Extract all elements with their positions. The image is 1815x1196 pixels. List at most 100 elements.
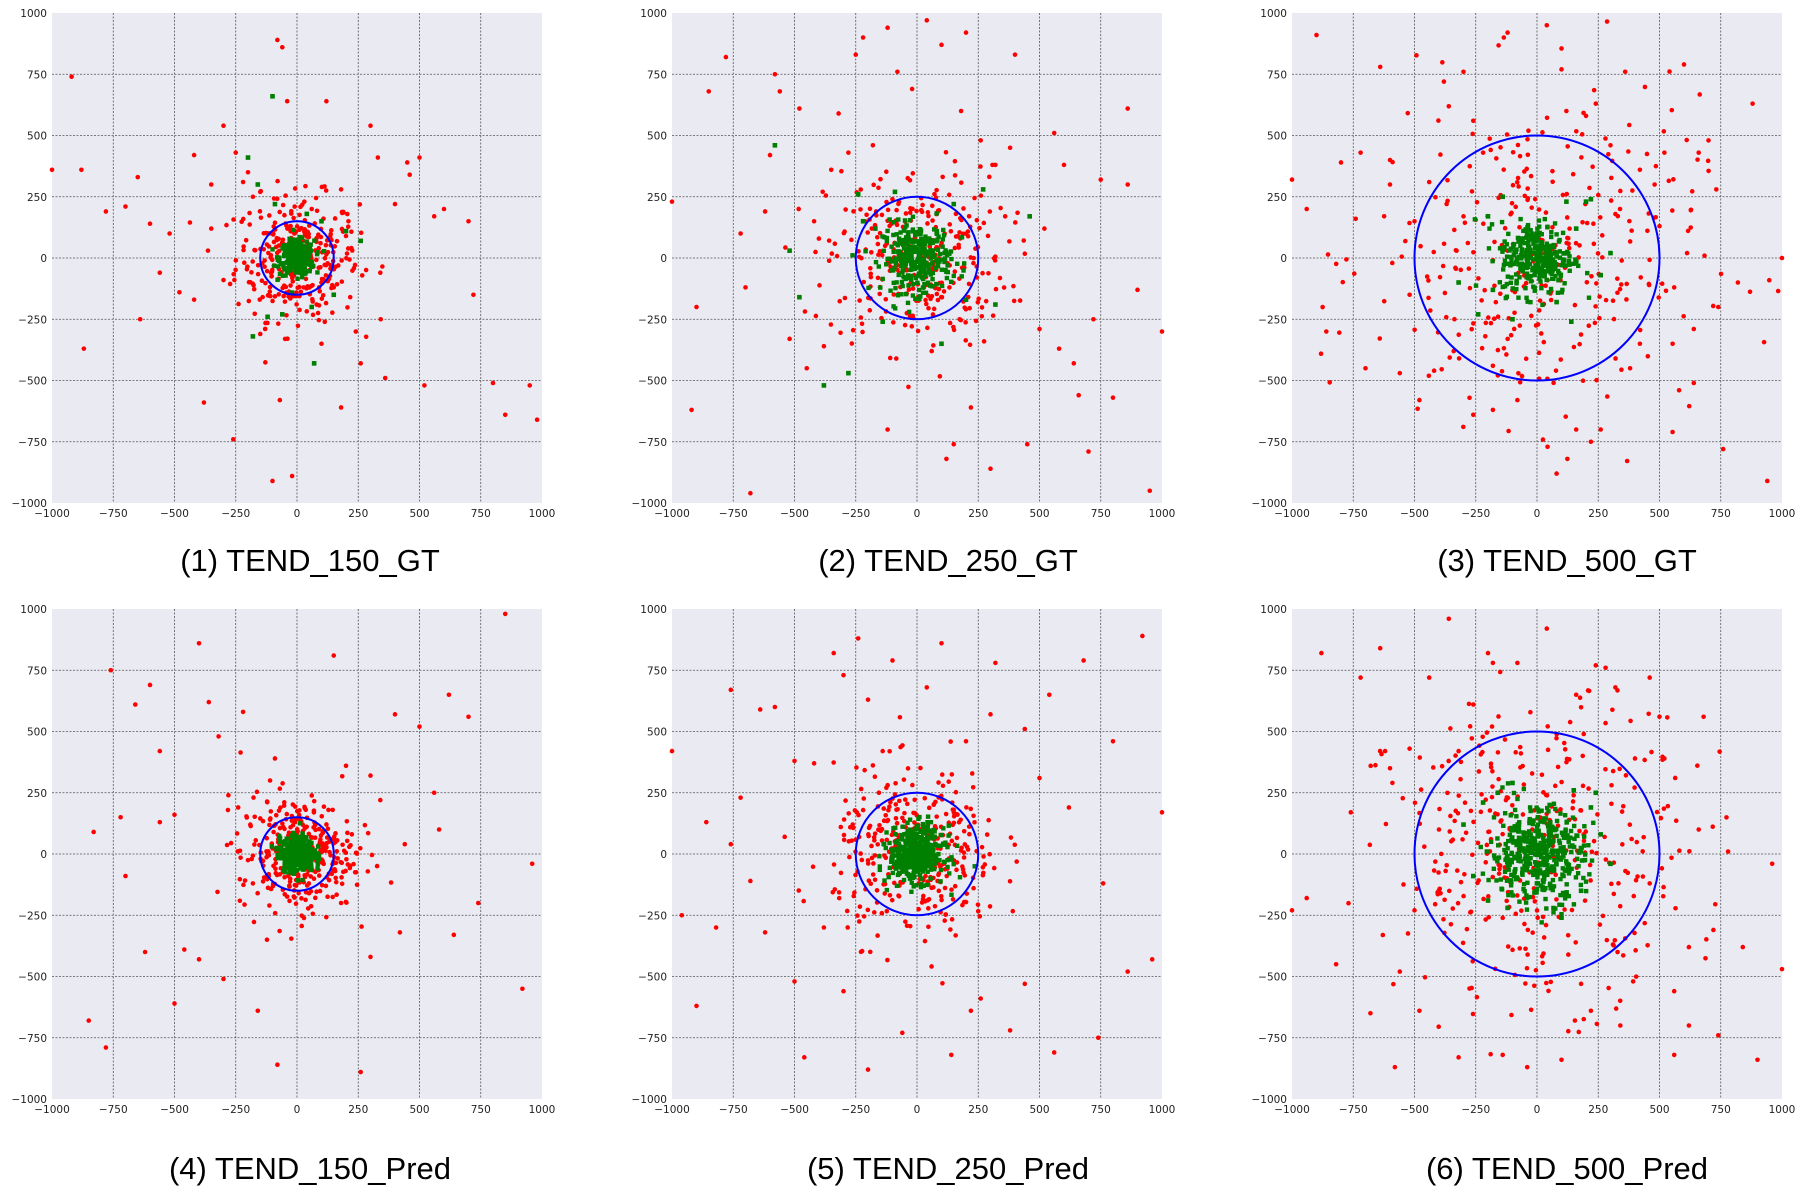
scatter-point-red [861, 279, 867, 285]
scatter-point-green [860, 218, 866, 224]
scatter-point-red [828, 322, 834, 327]
scatter-point-red [869, 226, 875, 231]
scatter-point-green [914, 296, 920, 302]
scatter-point-red [876, 185, 881, 191]
scatter-point-green [1547, 882, 1553, 888]
scatter-point-red [962, 305, 968, 310]
scatter-point-red [1620, 953, 1626, 958]
scatter-point-red [1015, 210, 1020, 216]
scatter-point-green [250, 334, 256, 339]
scatter-point-red [993, 162, 998, 168]
scatter-point-red [349, 248, 355, 253]
scatter-point-red [859, 321, 865, 327]
scatter-point-red [263, 230, 269, 236]
scatter-point-red [1610, 768, 1616, 774]
scatter-point-red [277, 209, 282, 215]
scatter-point-red [980, 270, 985, 276]
scatter-point-red [896, 201, 901, 207]
scatter-point-red [1521, 782, 1527, 787]
scatter-point-green [906, 283, 911, 288]
scatter-point-green [898, 253, 903, 259]
scatter-point-red [79, 167, 84, 173]
scatter-point-green [1583, 879, 1589, 884]
scatter-point-red [1581, 1016, 1587, 1022]
scatter-point-red [298, 225, 304, 231]
scatter-point-red [941, 289, 947, 294]
scatter-point-green [281, 261, 286, 266]
scatter-point-red [956, 242, 961, 248]
scatter-point-red [850, 327, 856, 333]
scatter-point-red [1597, 315, 1602, 321]
scatter-point-red [1686, 944, 1692, 950]
scatter-point-green [910, 293, 916, 298]
scatter-point-red [264, 242, 270, 247]
scatter-point-green [1548, 820, 1553, 825]
scatter-point-green [933, 265, 938, 271]
scatter-point-red [932, 191, 937, 197]
scatter-point-green [1574, 856, 1580, 862]
scatter-point-red [891, 292, 897, 297]
scatter-point-red [323, 273, 329, 278]
x-tick-label: 750 [1711, 1104, 1731, 1116]
scatter-point-green [951, 201, 957, 207]
scatter-point-green [300, 271, 306, 276]
scatter-point-green [292, 264, 297, 269]
scatter-point-red [868, 265, 873, 271]
scatter-point-red [772, 71, 778, 77]
scatter-point-red [1755, 1057, 1760, 1063]
scatter-point-red [706, 89, 712, 94]
scatter-point-red [1490, 784, 1495, 789]
scatter-point-green [278, 262, 283, 267]
scatter-point-red [1611, 891, 1617, 897]
scatter-point-green [893, 241, 898, 246]
scatter-point-red [870, 143, 876, 148]
scatter-point-red [288, 283, 293, 288]
scatter-point-red [1468, 808, 1474, 814]
scatter-point-red [295, 323, 301, 329]
scatter-point-red [1528, 1007, 1534, 1013]
scatter-point-red [981, 220, 987, 226]
scatter-point-red [1662, 756, 1667, 761]
scatter-point-green [1564, 890, 1569, 895]
scatter-point-red [1453, 808, 1459, 814]
scatter-point-green [881, 248, 886, 254]
scatter-point-red [316, 265, 322, 271]
scatter-point-red [1110, 395, 1116, 400]
scatter-point-red [1671, 1052, 1677, 1058]
scatter-point-red [993, 286, 999, 292]
scatter-point-red [1634, 839, 1640, 845]
scatter-point-green [901, 256, 907, 262]
scatter-point-red [1496, 714, 1501, 719]
scatter-point-red [1518, 765, 1523, 770]
scatter-point-red [895, 69, 900, 75]
scatter-point-red [926, 305, 931, 311]
scatter-point-green [913, 275, 919, 281]
scatter-point-red [325, 249, 331, 255]
scatter-point-green [919, 236, 924, 242]
scatter-point-red [958, 317, 964, 323]
x-tick-label: −750 [719, 508, 748, 520]
scatter-point-green [1471, 873, 1476, 879]
scatter-point-green [307, 262, 312, 267]
scatter-point-red [947, 285, 952, 290]
scatter-point-green [1515, 851, 1520, 857]
scatter-point-green [1564, 835, 1570, 840]
scatter-point-green [891, 280, 896, 286]
scatter-point-red [1628, 718, 1633, 724]
scatter-point-red [267, 213, 272, 218]
scatter-point-green [297, 234, 302, 240]
scatter-point-green [935, 260, 941, 266]
scatter-point-red [1484, 842, 1490, 848]
scatter-point-green [297, 258, 302, 263]
scatter-point-red [1541, 935, 1547, 940]
scatter-point-red [1535, 915, 1540, 921]
scatter-point-red [1525, 952, 1530, 957]
scatter-point-green [928, 262, 933, 267]
scatter-point-red [318, 240, 323, 246]
scatter-point-red [233, 150, 239, 155]
scatter-point-green [980, 187, 986, 192]
scatter-point-green [963, 297, 969, 302]
scatter-point-red [221, 277, 226, 283]
scatter-point-green [941, 232, 947, 238]
scatter-point-green [1526, 839, 1531, 844]
